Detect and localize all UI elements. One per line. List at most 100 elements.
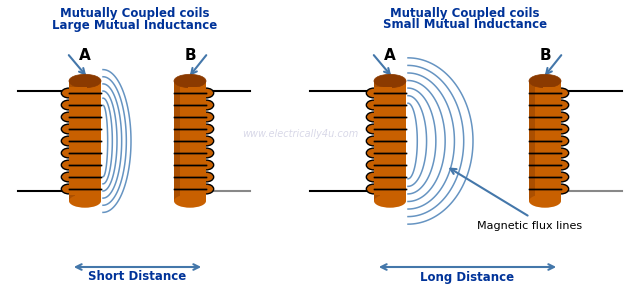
Bar xyxy=(174,81,206,201)
Bar xyxy=(374,183,392,195)
Ellipse shape xyxy=(198,136,214,146)
Bar xyxy=(543,87,561,99)
Ellipse shape xyxy=(174,194,206,208)
Ellipse shape xyxy=(374,194,406,208)
Bar xyxy=(543,123,561,135)
Ellipse shape xyxy=(62,124,77,134)
Ellipse shape xyxy=(553,88,569,98)
Bar xyxy=(529,81,561,201)
Text: Magnetic flux lines: Magnetic flux lines xyxy=(477,221,583,231)
Bar xyxy=(188,111,206,123)
Text: Mutually Coupled coils: Mutually Coupled coils xyxy=(390,7,539,21)
Bar xyxy=(543,147,561,159)
Ellipse shape xyxy=(62,100,77,110)
Bar xyxy=(188,135,206,147)
Bar xyxy=(543,99,561,111)
Bar xyxy=(374,111,392,123)
Bar xyxy=(374,81,406,201)
Bar xyxy=(374,135,392,147)
Ellipse shape xyxy=(366,112,382,122)
Bar xyxy=(374,99,392,111)
Ellipse shape xyxy=(198,184,214,194)
Bar xyxy=(374,159,392,171)
Ellipse shape xyxy=(69,194,101,208)
Bar xyxy=(374,171,392,183)
Ellipse shape xyxy=(198,148,214,158)
Bar xyxy=(543,159,561,171)
Bar xyxy=(374,87,392,99)
Ellipse shape xyxy=(529,194,561,208)
Bar xyxy=(188,99,206,111)
Ellipse shape xyxy=(62,148,77,158)
Text: Short Distance: Short Distance xyxy=(89,271,187,283)
Bar xyxy=(543,171,561,183)
Bar xyxy=(529,81,535,201)
Text: Large Mutual Inductance: Large Mutual Inductance xyxy=(52,19,218,31)
Ellipse shape xyxy=(553,100,569,110)
Bar xyxy=(188,123,206,135)
Ellipse shape xyxy=(62,160,77,170)
Ellipse shape xyxy=(366,136,382,146)
Ellipse shape xyxy=(529,74,561,88)
Ellipse shape xyxy=(553,136,569,146)
Bar xyxy=(69,81,101,201)
Ellipse shape xyxy=(62,172,77,182)
Ellipse shape xyxy=(62,88,77,98)
Text: Small Mutual Inductance: Small Mutual Inductance xyxy=(383,19,547,31)
Ellipse shape xyxy=(553,172,569,182)
Ellipse shape xyxy=(69,74,101,88)
Ellipse shape xyxy=(553,184,569,194)
Bar xyxy=(69,111,87,123)
Bar xyxy=(188,159,206,171)
Bar xyxy=(188,183,206,195)
Text: Long Distance: Long Distance xyxy=(420,271,514,283)
Bar xyxy=(188,87,206,99)
Ellipse shape xyxy=(366,184,382,194)
Ellipse shape xyxy=(198,100,214,110)
Bar xyxy=(543,135,561,147)
Bar xyxy=(69,135,87,147)
Text: B: B xyxy=(184,48,196,63)
Ellipse shape xyxy=(366,172,382,182)
Text: A: A xyxy=(79,48,91,63)
Bar xyxy=(69,171,87,183)
Bar xyxy=(69,147,87,159)
Ellipse shape xyxy=(366,88,382,98)
Ellipse shape xyxy=(198,88,214,98)
Ellipse shape xyxy=(553,124,569,134)
Text: B: B xyxy=(539,48,551,63)
Ellipse shape xyxy=(62,136,77,146)
Ellipse shape xyxy=(553,112,569,122)
Bar xyxy=(69,123,87,135)
Bar xyxy=(374,123,392,135)
Ellipse shape xyxy=(198,172,214,182)
Bar xyxy=(69,159,87,171)
Bar xyxy=(174,81,180,201)
Ellipse shape xyxy=(366,100,382,110)
Ellipse shape xyxy=(366,160,382,170)
Bar xyxy=(543,111,561,123)
Bar xyxy=(188,171,206,183)
Ellipse shape xyxy=(198,160,214,170)
Ellipse shape xyxy=(366,124,382,134)
Text: A: A xyxy=(384,48,396,63)
Text: www.electrically4u.com: www.electrically4u.com xyxy=(242,129,358,139)
Bar xyxy=(69,99,87,111)
Ellipse shape xyxy=(553,148,569,158)
Ellipse shape xyxy=(62,184,77,194)
Bar xyxy=(188,147,206,159)
Ellipse shape xyxy=(62,112,77,122)
Ellipse shape xyxy=(198,124,214,134)
Ellipse shape xyxy=(198,112,214,122)
Bar xyxy=(69,81,75,201)
Text: Mutually Coupled coils: Mutually Coupled coils xyxy=(60,7,210,21)
Bar xyxy=(374,147,392,159)
Bar xyxy=(69,87,87,99)
Ellipse shape xyxy=(553,160,569,170)
Ellipse shape xyxy=(366,148,382,158)
Ellipse shape xyxy=(174,74,206,88)
Bar xyxy=(69,183,87,195)
Bar xyxy=(543,183,561,195)
Ellipse shape xyxy=(374,74,406,88)
Bar xyxy=(374,81,380,201)
